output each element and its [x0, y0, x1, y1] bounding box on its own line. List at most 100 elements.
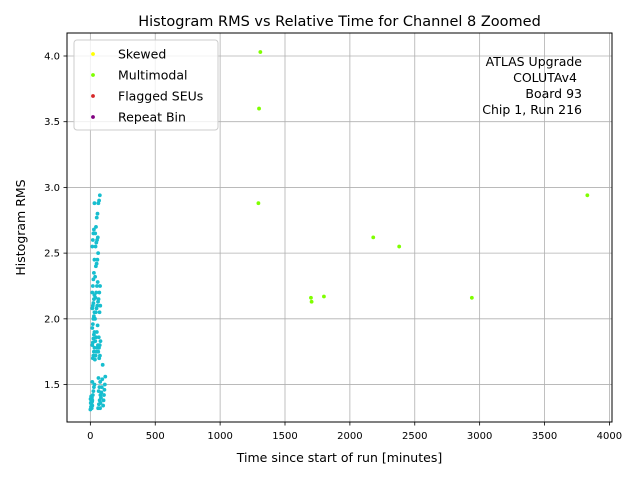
- data-point: [93, 244, 98, 249]
- x-tick-label: 4000: [597, 431, 622, 442]
- data-point: [96, 376, 101, 380]
- data-point: [256, 201, 261, 206]
- y-axis-label: Histogram RMS: [13, 179, 28, 275]
- data-point: [93, 274, 98, 279]
- legend-marker: [91, 52, 95, 56]
- y-axis-ticks: 1.5 2.0 2.5 3.0 3.5 4.0: [44, 51, 67, 391]
- data-point: [100, 377, 105, 382]
- data-point: [92, 201, 97, 206]
- data-point: [92, 257, 97, 262]
- data-point: [99, 390, 104, 395]
- data-point: [102, 382, 107, 387]
- x-tick-label: 3000: [467, 431, 492, 442]
- x-tick-label: 1000: [207, 431, 232, 442]
- data-point: [98, 406, 102, 411]
- legend-label: Multimodal: [118, 68, 187, 83]
- data-point: [371, 235, 376, 240]
- x-tick-label: 1500: [272, 431, 297, 442]
- legend-label: Repeat Bin: [118, 110, 186, 125]
- chart-title: Histogram RMS vs Relative Time for Chann…: [138, 14, 541, 30]
- data-point: [97, 193, 102, 198]
- x-axis-ticks: 0 500 1000 1500 2000 2500 3000 3500 4000: [87, 422, 622, 442]
- data-point: [98, 380, 103, 384]
- data-point: [98, 284, 102, 288]
- data-point: [96, 297, 101, 302]
- data-point: [92, 382, 97, 387]
- x-tick-label: 0: [87, 431, 93, 442]
- data-point: [95, 303, 100, 308]
- x-axis-label: Time since start of run [minutes]: [236, 450, 442, 465]
- x-tick-label: 2000: [337, 431, 362, 442]
- data-point: [95, 257, 100, 262]
- data-point: [95, 235, 100, 240]
- data-point: [92, 345, 97, 350]
- data-point: [92, 357, 97, 362]
- data-point: [90, 393, 95, 397]
- data-point: [94, 335, 98, 340]
- data-point: [90, 238, 95, 242]
- legend-marker: [91, 115, 95, 119]
- data-point: [90, 326, 95, 330]
- data-point: [90, 322, 95, 326]
- data-point: [95, 280, 100, 284]
- data-point: [98, 401, 103, 405]
- legend-marker: [91, 94, 95, 98]
- axes-frame: [66, 32, 613, 423]
- annotation-line-1: ATLAS Upgrade: [486, 54, 583, 69]
- y-tick-label: 2.5: [44, 249, 60, 260]
- data-point: [93, 316, 97, 321]
- data-point: [95, 323, 100, 328]
- annotation-text: ATLAS Upgrade COLUTAv4 Board 93 Chip 1, …: [482, 54, 582, 117]
- data-point: [103, 374, 108, 379]
- data-point: [309, 295, 313, 300]
- y-tick-label: 3.5: [44, 117, 60, 128]
- legend-box: [73, 39, 219, 131]
- data-point: [397, 244, 402, 249]
- data-point: [90, 244, 95, 249]
- data-point: [101, 398, 106, 403]
- x-tick-label: 500: [146, 431, 165, 442]
- data-point: [102, 393, 106, 397]
- data-point: [96, 251, 101, 256]
- data-point: [91, 389, 96, 394]
- data-point: [100, 362, 105, 367]
- data-point: [95, 211, 100, 216]
- y-tick-label: 2.0: [44, 314, 60, 325]
- data-point: [98, 353, 102, 358]
- legend-label: Skewed: [118, 47, 166, 62]
- data-point: [93, 339, 98, 344]
- data-point: [94, 215, 99, 220]
- data-point: [97, 343, 102, 348]
- data-point: [97, 310, 102, 315]
- data-point: [585, 193, 590, 198]
- data-point: [90, 398, 95, 403]
- data-point: [94, 290, 99, 295]
- data-point: [90, 290, 95, 295]
- data-point: [96, 349, 101, 354]
- data-point: [98, 303, 103, 308]
- legend-marker: [91, 73, 95, 77]
- annotation-line-2: COLUTAv4: [513, 70, 577, 85]
- data-point: [93, 353, 98, 358]
- legend-label: Flagged SEUs: [118, 89, 203, 104]
- data-point: [95, 284, 99, 288]
- y-tick-label: 3.0: [44, 183, 60, 194]
- data-point: [97, 198, 101, 203]
- annotation-line-3: Board 93: [525, 86, 582, 101]
- data-point: [94, 261, 99, 266]
- data-point: [101, 403, 106, 408]
- data-point: [93, 231, 98, 236]
- data-point: [94, 330, 99, 334]
- annotation-line-4: Chip 1, Run 216: [482, 102, 582, 117]
- data-point: [93, 310, 98, 315]
- data-point: [309, 299, 314, 304]
- data-point: [99, 385, 104, 390]
- data-point: [258, 50, 263, 54]
- data-point: [322, 294, 326, 299]
- data-point: [92, 227, 96, 232]
- data-point: [469, 295, 474, 300]
- grid-lines: [67, 33, 612, 422]
- data-point: [97, 290, 102, 295]
- data-points: [88, 50, 590, 412]
